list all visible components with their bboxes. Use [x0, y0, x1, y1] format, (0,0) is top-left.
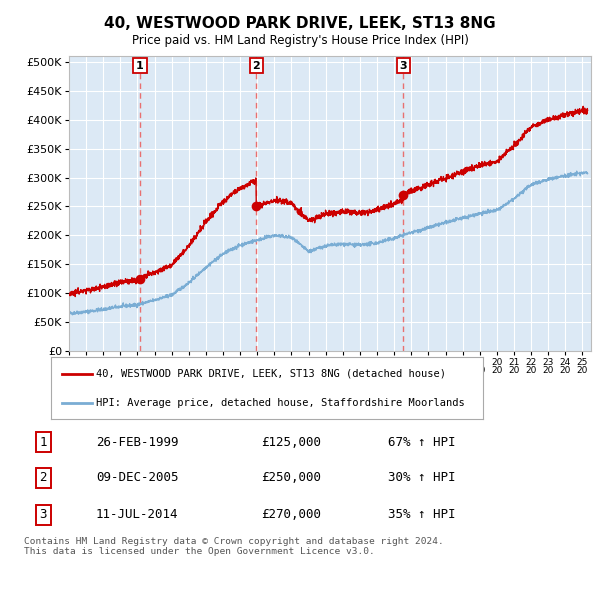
Text: 2: 2 [253, 61, 260, 71]
Text: 3: 3 [40, 509, 47, 522]
Text: 11-JUL-2014: 11-JUL-2014 [96, 509, 178, 522]
Text: £270,000: £270,000 [262, 509, 322, 522]
Text: Price paid vs. HM Land Registry's House Price Index (HPI): Price paid vs. HM Land Registry's House … [131, 34, 469, 47]
Text: 2: 2 [40, 471, 47, 484]
Text: 40, WESTWOOD PARK DRIVE, LEEK, ST13 8NG: 40, WESTWOOD PARK DRIVE, LEEK, ST13 8NG [104, 16, 496, 31]
Text: 09-DEC-2005: 09-DEC-2005 [96, 471, 178, 484]
Text: £250,000: £250,000 [262, 471, 322, 484]
Text: 40, WESTWOOD PARK DRIVE, LEEK, ST13 8NG (detached house): 40, WESTWOOD PARK DRIVE, LEEK, ST13 8NG … [97, 369, 446, 379]
Text: 67% ↑ HPI: 67% ↑ HPI [388, 435, 456, 448]
Text: £125,000: £125,000 [262, 435, 322, 448]
Text: HPI: Average price, detached house, Staffordshire Moorlands: HPI: Average price, detached house, Staf… [97, 398, 465, 408]
Text: 35% ↑ HPI: 35% ↑ HPI [388, 509, 456, 522]
Text: 26-FEB-1999: 26-FEB-1999 [96, 435, 178, 448]
Text: 30% ↑ HPI: 30% ↑ HPI [388, 471, 456, 484]
Text: Contains HM Land Registry data © Crown copyright and database right 2024.
This d: Contains HM Land Registry data © Crown c… [24, 537, 444, 556]
Text: 1: 1 [40, 435, 47, 448]
Text: 3: 3 [400, 61, 407, 71]
Text: 1: 1 [136, 61, 144, 71]
